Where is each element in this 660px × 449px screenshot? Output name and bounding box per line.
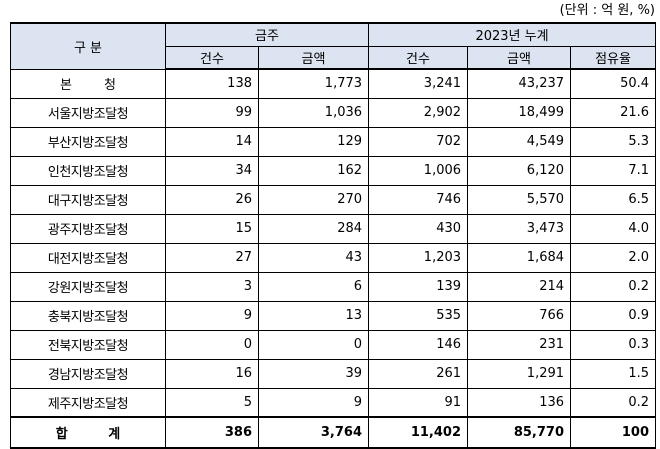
procurement-table: 구 분 금주 2023년 누계 건수 금액 건수 금액 점유율 본 청 138 1,… — [10, 22, 657, 449]
cell-share: 5.3 — [570, 126, 657, 157]
cell-share: 0.2 — [570, 387, 657, 418]
table-row: 전북지방조달청 0 0 146 231 0.3 — [10, 329, 657, 360]
cell-cum-amount: 136 — [467, 387, 572, 418]
cell-cum-count: 261 — [368, 358, 469, 389]
cell-cum-count: 535 — [368, 300, 469, 331]
cell-share: 4.0 — [570, 213, 657, 244]
table-row: 광주지방조달청 15 284 430 3,473 4.0 — [10, 213, 657, 244]
cell-share: 2.0 — [570, 242, 657, 273]
cell-share: 7.1 — [570, 155, 657, 186]
cell-week-count: 14 — [165, 126, 259, 157]
table-body: 본 청 138 1,773 3,241 43,237 50.4 서울지방조달청 99 1,036… — [10, 68, 657, 449]
cell-week-amount: 162 — [257, 155, 370, 186]
cell-share: 0.2 — [570, 271, 657, 302]
cell-week-count: 0 — [165, 329, 259, 360]
cell-cum-count: 139 — [368, 271, 469, 302]
table-row: 서울지방조달청 99 1,036 2,902 18,499 21.6 — [10, 97, 657, 128]
header-week-count: 건수 — [165, 45, 259, 70]
region-name: 전북지방조달청 — [10, 329, 166, 360]
cell-cum-amount: 231 — [467, 329, 572, 360]
region-name: 대구지방조달청 — [10, 184, 166, 215]
cell-week-amount: 1,036 — [257, 97, 370, 128]
header-cum-amount: 금액 — [467, 45, 572, 70]
cell-week-amount: 43 — [257, 242, 370, 273]
cell-week-count: 5 — [165, 387, 259, 418]
cell-week-count: 34 — [165, 155, 259, 186]
cell-cum-amount: 766 — [467, 300, 572, 331]
cell-week-amount: 284 — [257, 213, 370, 244]
header-group-week: 금주 — [164, 22, 370, 47]
table-row: 강원지방조달청 3 6 139 214 0.2 — [10, 271, 657, 302]
cell-week-count: 9 — [165, 300, 259, 331]
cell-cum-amount: 43,237 — [467, 68, 572, 99]
cell-week-amount: 129 — [257, 126, 370, 157]
cell-cum-amount: 4,549 — [467, 126, 572, 157]
cell-week-count: 3 — [165, 271, 259, 302]
table-row: 제주지방조달청 5 9 91 136 0.2 — [10, 387, 657, 418]
cell-cum-count: 702 — [368, 126, 469, 157]
cell-share: 0.3 — [570, 329, 657, 360]
table-row: 대전지방조달청 27 43 1,203 1,684 2.0 — [10, 242, 657, 273]
cell-week-amount: 1,773 — [257, 68, 370, 99]
header-cum-count: 건수 — [368, 45, 469, 70]
cell-week-amount: 9 — [257, 387, 370, 418]
table-row: 부산지방조달청 14 129 702 4,549 5.3 — [10, 126, 657, 157]
cell-cum-amount: 1,684 — [467, 242, 572, 273]
region-name: 본 청 — [10, 68, 166, 99]
cell-week-amount: 0 — [257, 329, 370, 360]
region-name: 부산지방조달청 — [10, 126, 166, 157]
cell-cum-count: 146 — [368, 329, 469, 360]
header-category: 구 분 — [10, 22, 166, 70]
cell-share: 21.6 — [570, 97, 657, 128]
region-name: 광주지방조달청 — [10, 213, 166, 244]
cell-cum-amount: 1,291 — [467, 358, 572, 389]
cell-week-count: 27 — [165, 242, 259, 273]
cell-week-amount: 39 — [257, 358, 370, 389]
cell-cum-amount: 214 — [467, 271, 572, 302]
cell-cum-count: 91 — [368, 387, 469, 418]
cell-cum-amount: 3,473 — [467, 213, 572, 244]
header-week-amount: 금액 — [257, 45, 370, 70]
cell-week-count: 26 — [165, 184, 259, 215]
region-name: 인천지방조달청 — [10, 155, 166, 186]
region-name: 대전지방조달청 — [10, 242, 166, 273]
cell-cum-count: 3,241 — [368, 68, 469, 99]
cell-share: 1.5 — [570, 358, 657, 389]
unit-label: (단위 : 억 원, %) — [559, 3, 655, 18]
cell-week-count: 15 — [165, 213, 259, 244]
cell-cum-amount: 5,570 — [467, 184, 572, 215]
table-row: 인천지방조달청 34 162 1,006 6,120 7.1 — [10, 155, 657, 186]
cell-cum-count: 430 — [368, 213, 469, 244]
cell-week-count: 16 — [165, 358, 259, 389]
cell-share: 6.5 — [570, 184, 657, 215]
cell-cum-count: 1,006 — [368, 155, 469, 186]
table-row: 대구지방조달청 26 270 746 5,570 6.5 — [10, 184, 657, 215]
cell-week-count: 138 — [165, 68, 259, 99]
cell-week-count: 99 — [165, 97, 259, 128]
cell-week-amount: 270 — [257, 184, 370, 215]
table-row: 충북지방조달청 9 13 535 766 0.9 — [10, 300, 657, 331]
cell-cum-amount: 18,499 — [467, 97, 572, 128]
region-name: 제주지방조달청 — [10, 387, 166, 418]
cell-week-amount: 13 — [257, 300, 370, 331]
cell-cum-amount: 6,120 — [467, 155, 572, 186]
cell-share: 0.9 — [570, 300, 657, 331]
region-name: 충북지방조달청 — [10, 300, 166, 331]
cell-week-amount: 6 — [257, 271, 370, 302]
cell-cum-count: 2,902 — [368, 97, 469, 128]
table-row: 본 청 138 1,773 3,241 43,237 50.4 — [10, 68, 657, 99]
region-name: 서울지방조달청 — [10, 97, 166, 128]
region-name: 강원지방조달청 — [10, 271, 166, 302]
table-row: 경남지방조달청 16 39 261 1,291 1.5 — [10, 358, 657, 389]
header-share: 점유율 — [570, 45, 657, 70]
cell-cum-count: 1,203 — [368, 242, 469, 273]
cell-share: 50.4 — [570, 68, 657, 99]
cell-cum-count: 746 — [368, 184, 469, 215]
header-group-cumulative: 2023년 누계 — [368, 22, 657, 47]
region-name: 경남지방조달청 — [10, 358, 166, 389]
